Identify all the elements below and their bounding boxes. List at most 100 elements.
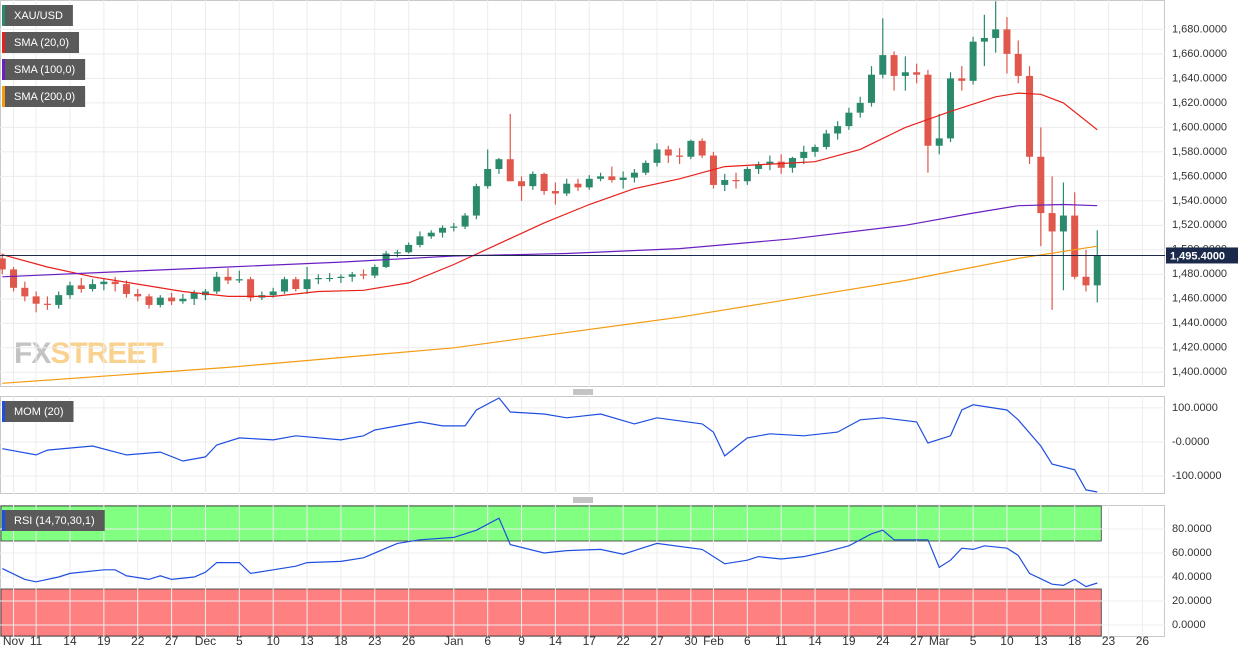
candle-body <box>439 227 447 233</box>
candle-body <box>55 295 63 305</box>
candle-body <box>43 303 51 305</box>
candle-body <box>100 281 108 285</box>
candle-body <box>777 161 785 168</box>
candle-body <box>179 298 187 302</box>
oversold-band <box>0 588 1102 637</box>
candle-body <box>992 29 1000 38</box>
x-tick-label: 18 <box>334 634 348 648</box>
x-tick-label: 18 <box>1068 634 1082 648</box>
x-tick-label: 26 <box>402 634 416 648</box>
candle-body <box>913 72 921 75</box>
candle-body <box>980 37 988 42</box>
candle-body <box>766 161 774 165</box>
y-tick-label: 1,400.0000 <box>1172 366 1227 378</box>
legend-label: MOM (20) <box>14 406 64 418</box>
watermark-suffix: STREET <box>50 337 163 370</box>
x-tick-label: 5 <box>970 634 977 648</box>
candle-body <box>1059 215 1067 232</box>
badge-swatch <box>2 32 5 53</box>
candle-body <box>247 279 255 298</box>
series-line <box>2 245 1098 384</box>
candle-body <box>405 244 413 253</box>
x-tick-label: Dec <box>195 634 216 648</box>
candle-body <box>755 164 763 170</box>
candle-body <box>77 285 85 290</box>
candle-body <box>224 276 232 281</box>
y-tick-label: -0.0000 <box>1172 436 1209 448</box>
candle-body <box>845 112 853 127</box>
panel-frame <box>0 505 1165 637</box>
x-tick-label: 9 <box>518 634 525 648</box>
y-tick-label: 60.0000 <box>1172 547 1212 559</box>
x-tick-label: 5 <box>236 634 243 648</box>
y-tick-label: 1,660.0000 <box>1172 48 1227 60</box>
candle-body <box>303 279 311 290</box>
x-tick-label: 13 <box>300 634 314 648</box>
candle-body <box>901 72 909 76</box>
x-tick-label: 27 <box>165 634 179 648</box>
candle-body <box>269 291 277 296</box>
candle-body <box>156 297 164 305</box>
candle-body <box>495 159 503 170</box>
badge-bg <box>2 32 80 53</box>
series-line <box>2 203 1098 278</box>
x-tick-label: 23 <box>368 634 382 648</box>
x-tick-label: 30 <box>684 634 698 648</box>
candle-body <box>597 176 605 179</box>
candle-body <box>958 78 966 81</box>
candle-body <box>292 279 300 290</box>
legend-label: SMA (20,0) <box>14 37 69 49</box>
y-tick-label: 1,480.0000 <box>1172 268 1227 280</box>
candle-body <box>1026 75 1034 157</box>
x-tick-label: 27 <box>910 634 924 648</box>
candle-body <box>32 296 40 304</box>
y-tick-label: 80.0000 <box>1172 523 1212 535</box>
x-tick-label: 14 <box>63 634 77 648</box>
x-tick-label: 11 <box>775 634 788 648</box>
x-tick-label: 26 <box>1136 634 1150 648</box>
series-line <box>2 397 1098 493</box>
x-tick-label: Jan <box>444 634 463 648</box>
y-tick-label: 1,420.0000 <box>1172 342 1227 354</box>
current-price-tag <box>1166 247 1238 264</box>
candle-body <box>21 287 29 297</box>
x-tick-label: Feb <box>703 634 724 648</box>
candle-body <box>1082 276 1090 286</box>
legend-badge: SMA (100,0) <box>2 59 86 80</box>
candle-body <box>337 276 345 279</box>
legend-badge: SMA (20,0) <box>2 32 80 53</box>
candle-body <box>540 173 548 192</box>
badge-swatch <box>2 510 5 531</box>
y-tick-label: 40.0000 <box>1172 571 1212 583</box>
candle-body <box>732 180 740 182</box>
y-tick-label: 1,560.0000 <box>1172 170 1227 182</box>
y-tick-label: 1,640.0000 <box>1172 72 1227 84</box>
y-tick-label: -100.0000 <box>1172 470 1222 482</box>
x-tick-label: 19 <box>842 634 856 648</box>
current-price-label: 1,495.4000 <box>1170 250 1225 262</box>
x-tick-label: 24 <box>876 634 890 648</box>
watermark-prefix: FX <box>14 337 51 370</box>
candle-body <box>122 284 130 294</box>
candle-body <box>811 146 819 152</box>
candle-body <box>1014 53 1022 76</box>
legend-badge: SMA (200,0) <box>2 86 86 107</box>
y-tick-label: 1,520.0000 <box>1172 219 1227 231</box>
x-tick-label: Mar <box>929 634 950 648</box>
candle-body <box>1003 29 1011 54</box>
candle-body <box>66 285 74 296</box>
legend-badge: XAU/USD <box>2 5 73 26</box>
candle-body <box>280 279 288 292</box>
candle-body <box>235 279 243 281</box>
y-tick-label: 1,460.0000 <box>1172 293 1227 305</box>
candle-body <box>213 276 221 292</box>
watermark: FXSTREET <box>14 337 163 370</box>
y-tick-label: 1,540.0000 <box>1172 195 1227 207</box>
y-tick-label: 1,440.0000 <box>1172 317 1227 329</box>
candle-body <box>359 274 367 276</box>
candle-body <box>1037 156 1045 214</box>
x-tick-label: 13 <box>1034 634 1048 648</box>
candle-body <box>890 55 898 76</box>
candle-body <box>721 180 729 185</box>
